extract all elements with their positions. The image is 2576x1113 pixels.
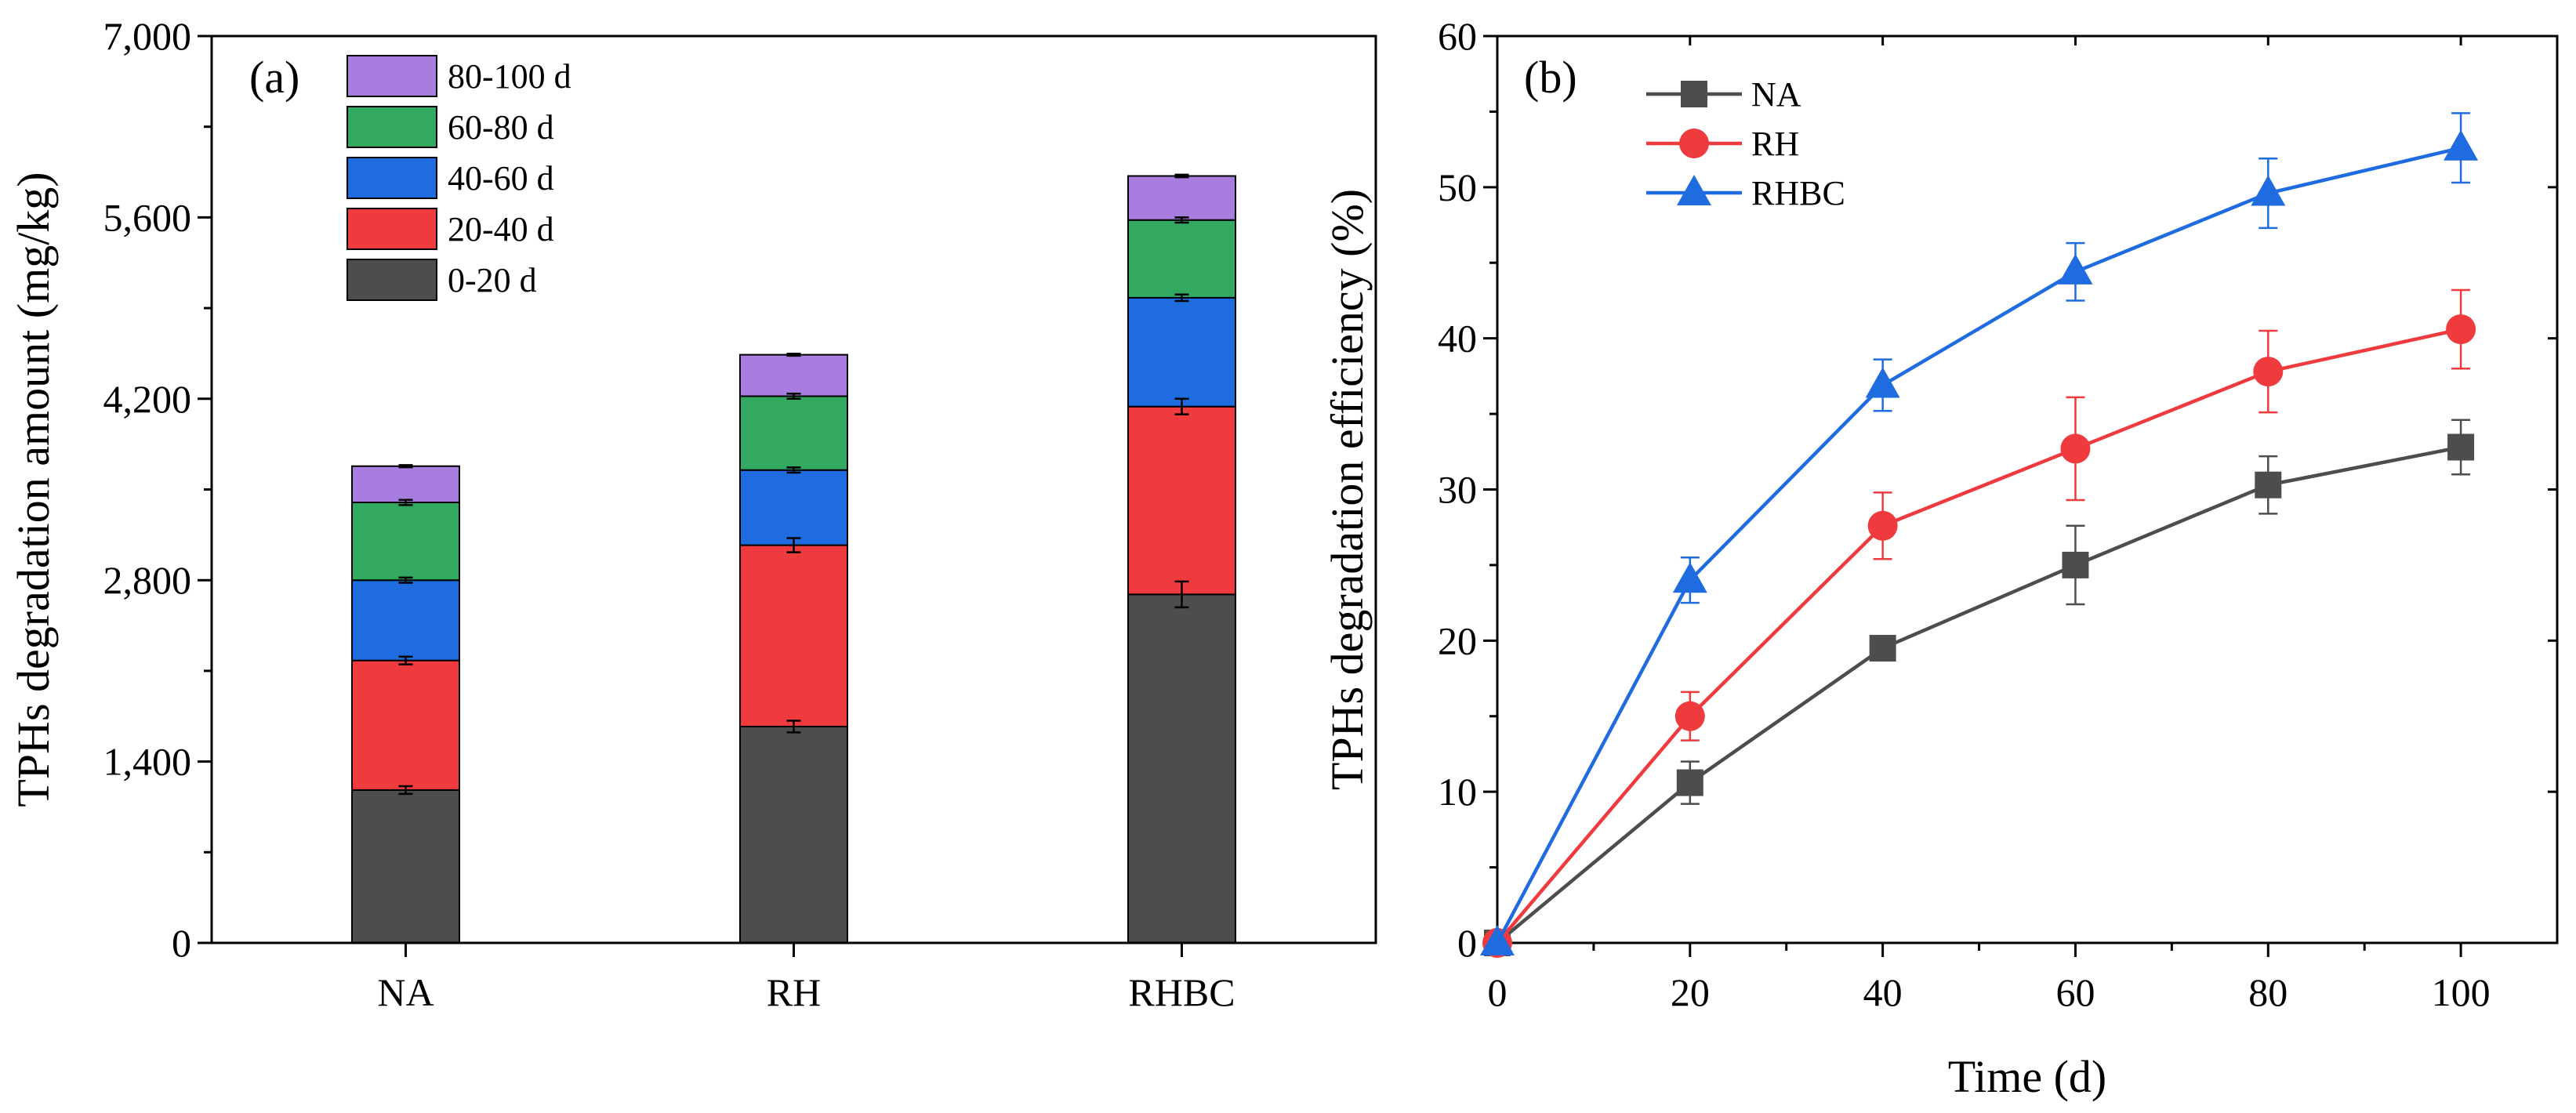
- y-tick-label: 0: [1457, 921, 1477, 965]
- bar-rh-40-60d: [739, 469, 848, 546]
- error-bar-rhbc-60-80d: [1174, 216, 1189, 224]
- bar-rhbc-20-40d: [1127, 405, 1236, 596]
- y-tick-label: 20: [1438, 618, 1477, 662]
- panel-label: (a): [249, 52, 299, 103]
- legend-label-0-20d: 0-20 d: [448, 261, 537, 299]
- line-rh: [1496, 327, 2462, 944]
- x-tick-label: 20: [1671, 970, 1710, 1014]
- panel-a-bar-chart: 0 1,400 2,800 4,200 5,600 7,000 NA RH RHBC TPHs d…: [8, 14, 1377, 1014]
- series-rhbc: [1480, 112, 2479, 955]
- y-tick-label: 0: [172, 921, 191, 965]
- line-rhbc: [1496, 146, 2462, 944]
- point-rh-60: [2060, 433, 2091, 464]
- y-tick-label: 10: [1438, 770, 1477, 814]
- line-na: [1496, 445, 2462, 944]
- x-tick-label-na: NA: [377, 970, 434, 1014]
- legend-swatch-60-80d: [346, 106, 437, 148]
- point-rhbc-60: [2058, 253, 2093, 285]
- y-tick-label: 4,200: [103, 377, 192, 421]
- bar-rh-80-100d: [739, 353, 848, 397]
- error-bar-na-20-40d: [398, 655, 413, 665]
- legend-label-60-80d: 60-80 d: [448, 108, 554, 147]
- bar-rhbc-80-100d: [1127, 175, 1236, 221]
- error-bar-na-40-60d: [398, 576, 413, 584]
- x-tick-label: 80: [2248, 970, 2288, 1014]
- point-rhbc-0: [1480, 925, 1515, 955]
- y-tick-label: 5,600: [103, 195, 192, 239]
- legend-swatch-0-20d: [346, 259, 437, 301]
- x-axis-title: Time (d): [1948, 1051, 2107, 1102]
- y-axis-title: TPHs degradation amount (mg/kg): [8, 172, 59, 807]
- error-bar-rh-80-100d: [786, 353, 801, 357]
- bar-na-20-40d: [351, 659, 460, 791]
- error-bar-na-0-20d: [398, 785, 413, 796]
- bar-rhbc-60-80d: [1127, 219, 1236, 299]
- legend-label-40-60d: 40-60 d: [448, 159, 554, 198]
- x-tick-label: 60: [2055, 970, 2095, 1014]
- series-rh: [1482, 288, 2476, 958]
- x-tick-label-rhbc: RHBC: [1128, 970, 1235, 1014]
- x-tick-label: 40: [1863, 970, 1903, 1014]
- bar-na-80-100d: [351, 465, 460, 504]
- bar-rh-0-20d: [739, 725, 848, 944]
- panel-label: (b): [1524, 52, 1577, 103]
- error-bar-rh-60-80d: [786, 392, 801, 401]
- bar-na-0-20d: [351, 789, 460, 944]
- point-na-20: [1676, 769, 1703, 796]
- bar-rhbc-40-60d: [1127, 296, 1236, 408]
- legend-swatch-80-100d: [346, 55, 437, 97]
- point-na-40: [1869, 634, 1896, 662]
- point-rh-40: [1867, 510, 1898, 541]
- panel-b-line-chart: 0 10 20 30 40 50 60 0 20 40 60 80 100 Time (d) TPHs de…: [1322, 14, 2559, 1102]
- legend-swatch-20-40d: [346, 208, 437, 250]
- x-tick-label: 0: [1488, 970, 1508, 1014]
- y-tick-label: 60: [1438, 14, 1477, 58]
- series-na: [1484, 419, 2475, 956]
- bar-na-60-80d: [351, 502, 460, 582]
- legend-label-na: NA: [1751, 75, 1801, 114]
- y-tick-label: 30: [1438, 468, 1477, 512]
- y-tick-label: 7,000: [103, 14, 192, 58]
- legend-marker-rhbc: [1677, 175, 1711, 205]
- x-tick-label: 100: [2432, 970, 2491, 1014]
- point-rh-20: [1674, 701, 1705, 731]
- y-tick-label: 50: [1438, 165, 1477, 209]
- legend-marker-na: [1681, 81, 1707, 107]
- point-na-80: [2255, 471, 2282, 498]
- legend-label-rhbc: RHBC: [1751, 174, 1845, 212]
- error-bar-na-80-100d: [398, 464, 413, 469]
- error-bar-rh-40-60d: [786, 466, 801, 474]
- y-tick-label: 2,800: [103, 558, 192, 602]
- error-bar-rhbc-0-20d: [1174, 580, 1189, 609]
- point-na-60: [2062, 551, 2089, 578]
- point-na-100: [2447, 433, 2475, 461]
- y-tick-label: 40: [1438, 317, 1477, 361]
- y-tick-label: 1,400: [103, 740, 192, 784]
- bar-rhbc-0-20d: [1127, 593, 1236, 944]
- legend-label-20-40d: 20-40 d: [448, 210, 554, 248]
- legend-marker-rh: [1679, 129, 1709, 158]
- legend-label-80-100d: 80-100 d: [448, 57, 571, 96]
- point-rhbc-100: [2444, 129, 2479, 161]
- legend-swatch-40-60d: [346, 157, 437, 199]
- legend-label-rh: RH: [1751, 125, 1799, 163]
- error-bar-rh-0-20d: [786, 720, 801, 734]
- bar-na-40-60d: [351, 579, 460, 662]
- error-bar-rh-20-40d: [786, 537, 801, 553]
- y-axis-title: TPHs degradation efficiency (%): [1322, 189, 1373, 790]
- point-rhbc-40: [1865, 367, 1900, 398]
- point-rh-100: [2446, 314, 2476, 345]
- error-bar-rhbc-80-100d: [1174, 173, 1189, 179]
- point-rhbc-80: [2251, 175, 2286, 206]
- x-tick-label-rh: RH: [767, 970, 821, 1014]
- error-bar-rhbc-20-40d: [1174, 397, 1189, 415]
- bar-rh-60-80d: [739, 395, 848, 471]
- panel-b-frame: [1496, 34, 2559, 944]
- error-bar-na-60-80d: [398, 498, 413, 506]
- error-bar-rhbc-40-60d: [1174, 293, 1189, 303]
- point-rhbc-20: [1672, 562, 1707, 593]
- bar-rh-20-40d: [739, 544, 848, 727]
- point-rh-80: [2253, 357, 2284, 387]
